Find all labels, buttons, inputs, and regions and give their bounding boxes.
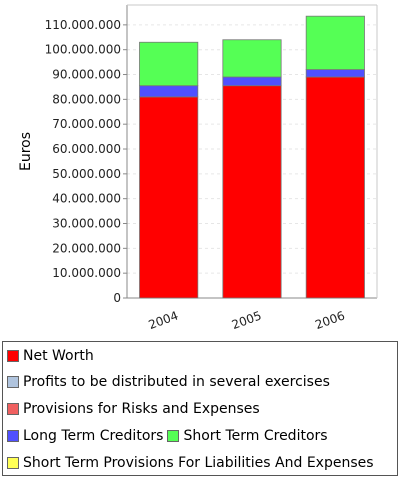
y-tick-label: 100.000.000 — [45, 43, 121, 57]
legend-swatch — [7, 430, 19, 442]
legend-entry: Profits to be distributed in several exe… — [7, 374, 330, 390]
y-tick-label: 0 — [113, 291, 121, 305]
legend-entry: Short Term Provisions For Liabilities An… — [7, 455, 374, 471]
bar-segment — [222, 39, 282, 78]
legend-label: Provisions for Risks and Expenses — [23, 401, 260, 417]
legend-entry: Long Term Creditors — [7, 428, 163, 444]
x-tick-label: 2006 — [313, 308, 346, 332]
bar-segment — [139, 85, 199, 98]
bar-segment — [305, 76, 365, 299]
legend-entry: Provisions for Risks and Expenses — [7, 401, 260, 417]
bar-segment — [222, 85, 282, 299]
y-tick-label: 90.000.000 — [52, 68, 121, 82]
legend-row: Provisions for Risks and Expenses — [7, 399, 260, 419]
y-tick-label: 110.000.000 — [45, 18, 121, 32]
bar-segment — [222, 76, 282, 87]
legend-entry: Net Worth — [7, 348, 94, 364]
bar-segment — [139, 96, 199, 299]
legend-row: Net Worth — [7, 346, 94, 366]
x-tick-label: 2005 — [230, 308, 263, 332]
y-tick-label: 60.000.000 — [52, 142, 121, 156]
legend-label: Long Term Creditors — [23, 428, 164, 444]
y-tick-label: 50.000.000 — [52, 167, 121, 181]
legend-row: Short Term Provisions For Liabilities An… — [7, 453, 374, 473]
y-tick-label: 80.000.000 — [52, 92, 121, 106]
legend-label: Profits to be distributed in several exe… — [23, 374, 330, 390]
y-tick-label: 40.000.000 — [52, 192, 121, 206]
y-tick-label: 70.000.000 — [52, 117, 121, 131]
y-tick-label: 10.000.000 — [52, 266, 121, 280]
legend-swatch — [7, 350, 19, 362]
legend-swatch — [7, 403, 19, 415]
legend-swatch — [7, 376, 19, 388]
bar-segment — [139, 41, 199, 87]
legend-entry: Short Term Creditors — [167, 428, 328, 444]
legend-label: Net Worth — [23, 348, 94, 364]
y-tick-label: 30.000.000 — [52, 217, 121, 231]
legend-label: Short Term Provisions For Liabilities An… — [23, 455, 374, 471]
legend-row: Profits to be distributed in several exe… — [7, 372, 330, 392]
legend-swatch — [167, 430, 180, 442]
legend-label: Short Term Creditors — [183, 428, 328, 444]
y-axis-label: Euros — [18, 132, 34, 171]
bar-segment — [305, 15, 365, 70]
stacked-bar-chart: 0 10.000.000 20.000.000 30.000.000 40.000.00… — [18, 4, 378, 332]
bar-segment — [305, 69, 365, 78]
y-tick-label: 20.000.000 — [52, 241, 121, 255]
legend-row: Long Term Creditors Short Term Creditors — [7, 426, 328, 446]
chart-legend: Net Worth Profits to be distributed in se… — [2, 341, 398, 476]
legend-swatch — [7, 457, 19, 469]
x-tick-label: 2004 — [147, 308, 180, 332]
